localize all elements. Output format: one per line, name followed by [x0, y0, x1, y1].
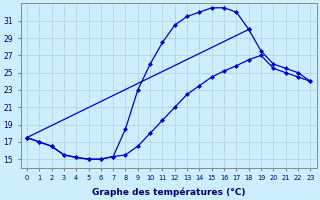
X-axis label: Graphe des températures (°C): Graphe des températures (°C) [92, 187, 245, 197]
